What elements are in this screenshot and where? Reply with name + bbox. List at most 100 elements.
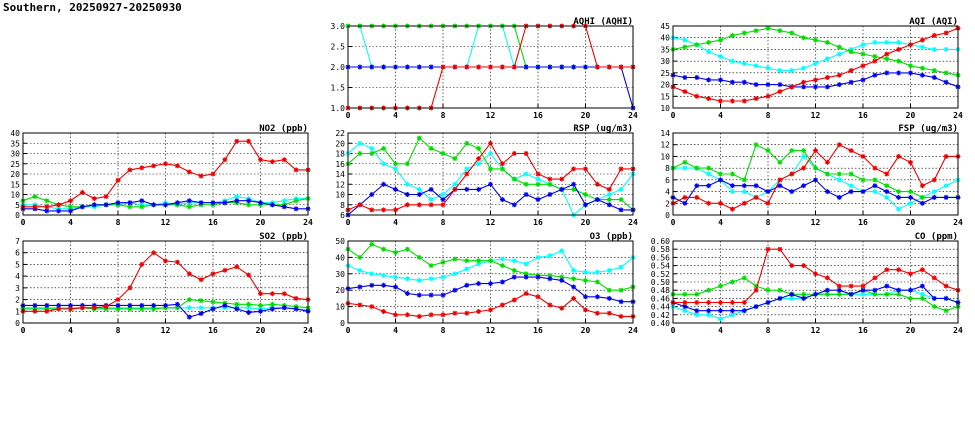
data-point (381, 207, 387, 213)
point-marker (32, 194, 38, 200)
point-marker (618, 166, 624, 172)
data-point (464, 166, 470, 172)
data-point (488, 307, 493, 313)
data-point (777, 68, 783, 73)
data-point (115, 302, 121, 308)
data-point (56, 302, 62, 308)
point-marker (428, 197, 434, 203)
point-marker (777, 159, 783, 165)
data-point (428, 202, 434, 208)
point-marker (836, 287, 842, 293)
data-point (682, 37, 688, 43)
point-marker (848, 283, 854, 289)
data-point (848, 49, 854, 55)
point-marker (198, 173, 204, 179)
point-marker (741, 200, 747, 206)
y-tick-label: 20 (10, 170, 20, 179)
point-marker (139, 261, 145, 267)
data-point (682, 89, 688, 95)
data-point (718, 283, 723, 289)
data-point (452, 186, 458, 192)
data-point (729, 189, 735, 195)
data-point (404, 312, 410, 318)
x-tick-label: 20 (256, 326, 266, 335)
data-point (718, 200, 723, 206)
point-marker (789, 30, 795, 36)
point-marker (404, 161, 410, 167)
point-marker (416, 313, 422, 319)
point-marker (931, 177, 937, 183)
point-marker (872, 275, 878, 281)
point-marker (464, 171, 470, 177)
x-tick-label: 16 (208, 218, 218, 227)
data-point (68, 204, 73, 210)
x-tick-label: 4 (393, 326, 398, 335)
data-point (753, 142, 759, 148)
data-point (753, 194, 759, 200)
point-marker (258, 291, 263, 297)
data-point (258, 302, 263, 308)
point-marker (139, 302, 145, 308)
point-marker (583, 192, 588, 197)
x-tick-label: 24 (953, 218, 963, 227)
point-marker (404, 64, 410, 70)
data-point (813, 84, 818, 90)
point-marker (729, 79, 735, 85)
plot-frame (672, 132, 959, 216)
point-marker (258, 302, 263, 308)
point-marker (943, 46, 949, 52)
point-marker (836, 51, 842, 57)
data-point (559, 277, 565, 283)
point-marker (884, 183, 890, 189)
y-tick-label: 0.46 (651, 294, 670, 303)
point-marker (198, 305, 204, 311)
point-marker (115, 306, 121, 312)
y-tick-label: 22 (335, 129, 345, 138)
data-point (535, 181, 541, 187)
point-marker (127, 167, 133, 173)
data-point (583, 307, 588, 313)
data-point (186, 297, 192, 303)
data-point (32, 204, 38, 210)
point-marker (729, 32, 735, 38)
data-point (535, 64, 541, 70)
point-marker (872, 58, 878, 64)
data-point (523, 171, 529, 177)
data-point (91, 202, 97, 208)
data-point (618, 299, 624, 305)
point-marker (931, 32, 937, 38)
data-point (896, 291, 902, 297)
y-tick-label: 0.54 (651, 262, 670, 271)
point-marker (523, 271, 529, 277)
point-marker (594, 310, 600, 316)
data-point (694, 165, 700, 171)
point-marker (801, 79, 807, 85)
series-line (670, 177, 961, 206)
point-marker (393, 312, 398, 318)
data-point (281, 204, 287, 210)
data-point (381, 272, 387, 278)
data-point (357, 140, 363, 146)
point-marker (428, 312, 434, 318)
point-marker (499, 64, 505, 70)
point-marker (801, 153, 807, 159)
data-point (357, 254, 363, 260)
x-tick-label: 0 (21, 326, 26, 335)
y-tick-label: 8 (340, 201, 345, 210)
data-point (908, 42, 913, 48)
y-tick-label: 15 (10, 180, 20, 189)
data-point (511, 64, 517, 70)
point-marker (836, 171, 842, 177)
data-point (896, 194, 902, 200)
point-marker (594, 294, 600, 300)
point-marker (765, 287, 771, 293)
data-point (464, 140, 470, 146)
point-marker (753, 82, 759, 88)
data-point (896, 46, 902, 52)
point-marker (416, 186, 422, 192)
point-marker (884, 56, 890, 62)
point-marker (269, 301, 275, 307)
data-point (706, 171, 712, 177)
data-point (440, 274, 446, 280)
data-point (393, 274, 398, 280)
